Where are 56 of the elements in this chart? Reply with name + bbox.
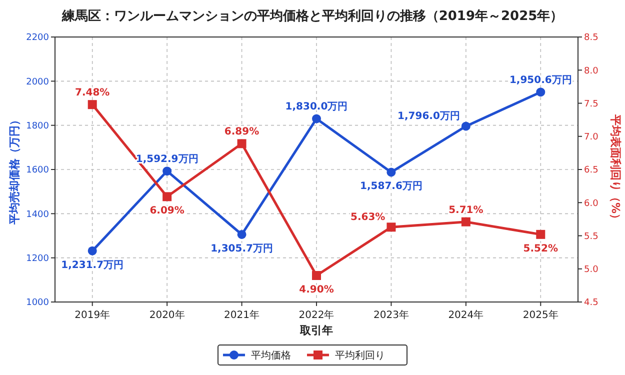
point xyxy=(461,122,470,131)
y2-tick-label: 4.5 xyxy=(584,298,598,308)
y-tick-label: 1600 xyxy=(26,166,50,176)
data-label: 1,796.0万円 xyxy=(398,111,460,122)
y-tick-label: 2000 xyxy=(26,77,50,88)
point xyxy=(312,114,321,124)
y-tick-label: 1000 xyxy=(26,298,50,308)
y-tick-label: 2200 xyxy=(26,33,50,44)
y2-tick-label: 5.5 xyxy=(584,232,598,242)
point xyxy=(536,88,546,97)
point xyxy=(162,166,172,176)
data-label: 1,231.7万円 xyxy=(61,260,124,271)
x-tick-label: 2023年 xyxy=(373,309,409,321)
y2-tick-label: 7.5 xyxy=(584,99,598,110)
legend-label: 平均価格 xyxy=(251,350,291,362)
data-label: 5.52% xyxy=(523,243,558,254)
y2-tick-label: 6.5 xyxy=(584,166,598,176)
data-label: 7.48% xyxy=(75,88,110,99)
legend-label: 平均利回り xyxy=(335,350,385,362)
y-tick-label: 1800 xyxy=(26,121,50,132)
y2-axis-title: 平均表面利回り（%） xyxy=(609,113,622,225)
point xyxy=(88,246,97,256)
x-axis-title: 取引年 xyxy=(299,324,333,337)
point xyxy=(536,230,546,239)
y2-tick-label: 5.0 xyxy=(584,265,599,276)
x-tick-label: 2022年 xyxy=(298,309,334,321)
y2-tick-label: 8.0 xyxy=(584,66,599,76)
point xyxy=(312,271,321,280)
data-label: 1,305.7万円 xyxy=(210,243,273,254)
x-tick-label: 2021年 xyxy=(224,309,260,321)
y-tick-label: 1400 xyxy=(26,210,50,220)
data-label: 6.09% xyxy=(150,206,184,217)
point xyxy=(237,139,246,148)
x-tick-label: 2024年 xyxy=(448,309,484,321)
data-label: 4.90% xyxy=(299,284,334,296)
y2-tick-label: 6.0 xyxy=(584,198,599,209)
y-axis-title: 平均売却価格（万円） xyxy=(8,114,21,226)
data-label: 1,950.6万円 xyxy=(509,75,572,86)
x-tick-label: 2019年 xyxy=(74,309,110,321)
x-tick-label: 2025年 xyxy=(522,309,558,321)
data-label: 1,587.6万円 xyxy=(360,181,422,192)
y2-tick-label: 8.5 xyxy=(584,33,598,44)
point xyxy=(386,168,396,177)
data-label: 1,830.0万円 xyxy=(285,102,348,113)
y-tick-label: 1200 xyxy=(26,254,50,264)
point xyxy=(237,230,246,239)
point xyxy=(386,222,396,232)
point xyxy=(162,192,172,202)
x-tick-label: 2020年 xyxy=(149,309,185,321)
point xyxy=(88,100,97,110)
point xyxy=(461,217,470,226)
chart-title: 練馬区：ワンルームマンションの平均価格と平均利回りの推移（2019年～2025年） xyxy=(60,8,564,24)
data-label: 6.89% xyxy=(224,126,260,138)
y2-tick-label: 7.0 xyxy=(584,132,599,143)
data-label: 5.63% xyxy=(350,212,386,224)
data-label: 5.71% xyxy=(448,204,484,216)
